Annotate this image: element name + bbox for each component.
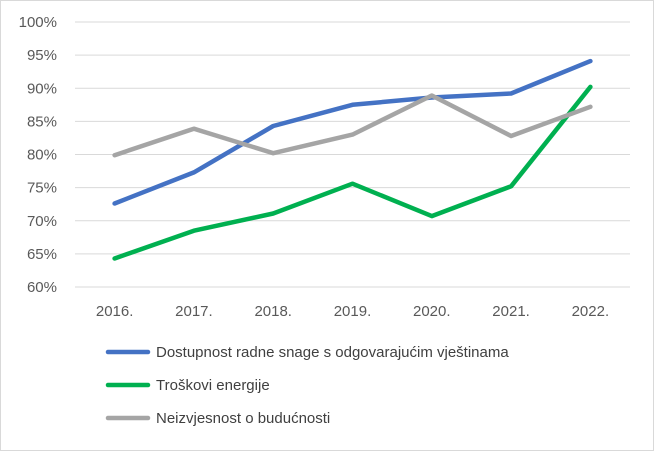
y-tick-label: 85% bbox=[27, 113, 57, 130]
gridlines bbox=[75, 21, 630, 288]
x-tick-label: 2019. bbox=[334, 303, 372, 320]
series-lines bbox=[112, 58, 593, 261]
x-tick-label: 2020. bbox=[413, 303, 451, 320]
y-axis-tick-labels: 60% 65% 70% 75% 80% 85% 90% 95% 100% bbox=[19, 14, 57, 296]
series-line bbox=[112, 58, 593, 206]
legend-label: Troškovi energije bbox=[156, 377, 270, 394]
x-axis-tick-labels: 2016. 2017. 2018. 2019. 2020. 2021. 2022. bbox=[96, 303, 609, 320]
y-tick-label: 65% bbox=[27, 246, 57, 263]
y-tick-label: 100% bbox=[19, 14, 57, 31]
y-tick-label: 90% bbox=[27, 80, 57, 97]
legend-label: Dostupnost radne snage s odgovarajućim v… bbox=[156, 344, 509, 361]
y-tick-label: 75% bbox=[27, 180, 57, 197]
y-tick-label: 80% bbox=[27, 147, 57, 164]
series-line bbox=[112, 93, 593, 158]
y-tick-label: 60% bbox=[27, 279, 57, 296]
legend: Dostupnost radne snage s odgovarajućim v… bbox=[105, 344, 509, 427]
x-tick-label: 2021. bbox=[492, 303, 530, 320]
x-tick-label: 2022. bbox=[572, 303, 610, 320]
legend-label: Neizvjesnost o budućnosti bbox=[156, 410, 330, 427]
y-tick-label: 70% bbox=[27, 213, 57, 230]
y-tick-label: 95% bbox=[27, 47, 57, 64]
x-tick-label: 2017. bbox=[175, 303, 213, 320]
x-tick-label: 2016. bbox=[96, 303, 134, 320]
series-line bbox=[112, 84, 593, 261]
x-tick-label: 2018. bbox=[254, 303, 292, 320]
